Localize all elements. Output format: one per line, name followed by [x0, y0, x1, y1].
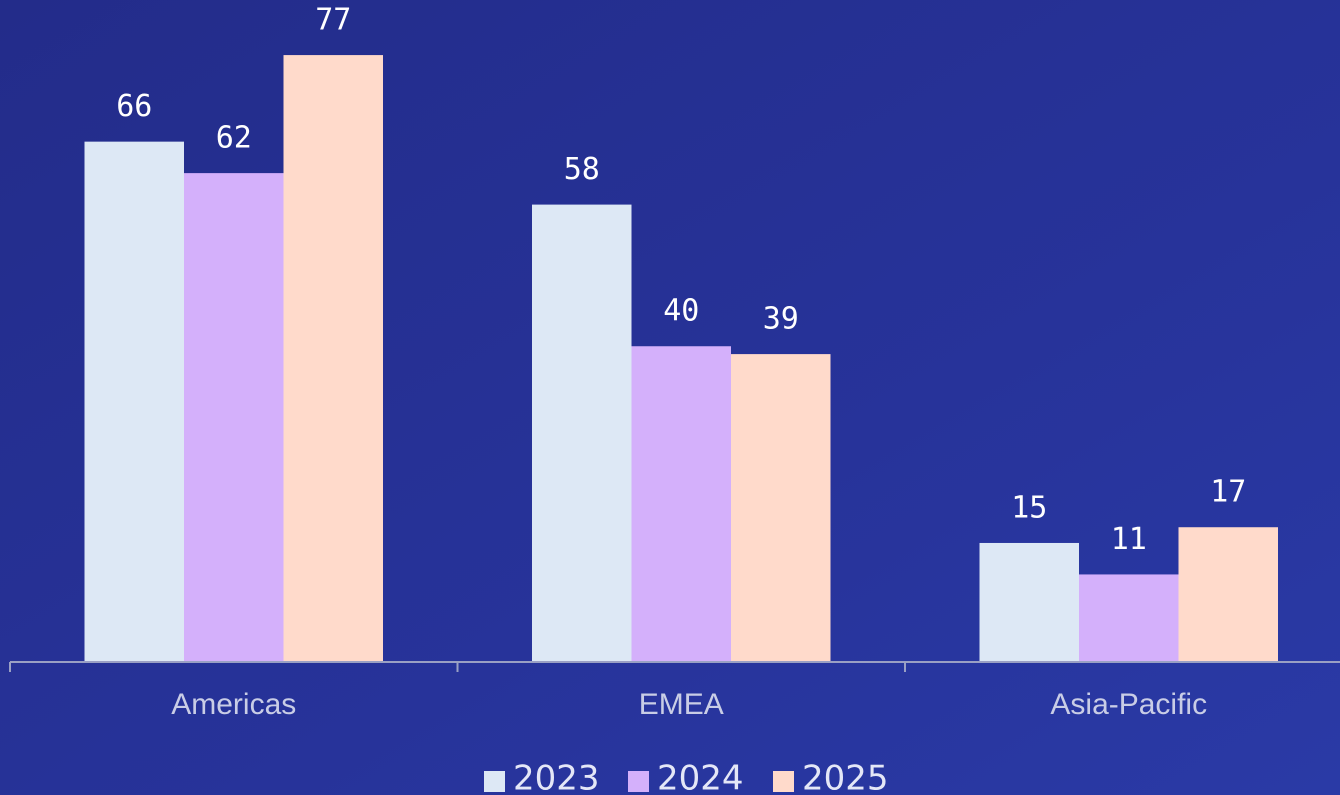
data-label: 15 — [1011, 490, 1047, 525]
legend-label: 2024 — [657, 759, 744, 795]
data-label: 40 — [663, 294, 699, 329]
legend-swatch — [484, 771, 505, 792]
bar — [84, 141, 184, 662]
bar — [1178, 527, 1278, 661]
x-tick-label: EMEA — [639, 688, 724, 721]
bar — [184, 173, 284, 661]
data-label: 11 — [1111, 522, 1147, 557]
legend-swatch — [773, 771, 794, 792]
data-label: 77 — [315, 3, 351, 38]
data-label: 58 — [564, 152, 600, 187]
data-label: 17 — [1210, 475, 1246, 510]
legend-swatch — [628, 771, 649, 792]
x-tick-label: Asia-Pacific — [1050, 688, 1207, 721]
legend-label: 2025 — [802, 759, 889, 795]
data-label: 39 — [763, 302, 799, 337]
data-label: 62 — [216, 121, 252, 156]
x-tick-label: Americas — [171, 688, 296, 721]
legend-label: 2023 — [513, 759, 600, 795]
bar — [979, 542, 1079, 661]
bar — [631, 346, 731, 661]
data-label: 66 — [116, 89, 152, 124]
bar — [731, 354, 831, 661]
bar — [1079, 574, 1179, 661]
bar — [532, 204, 632, 661]
bar — [283, 55, 383, 662]
